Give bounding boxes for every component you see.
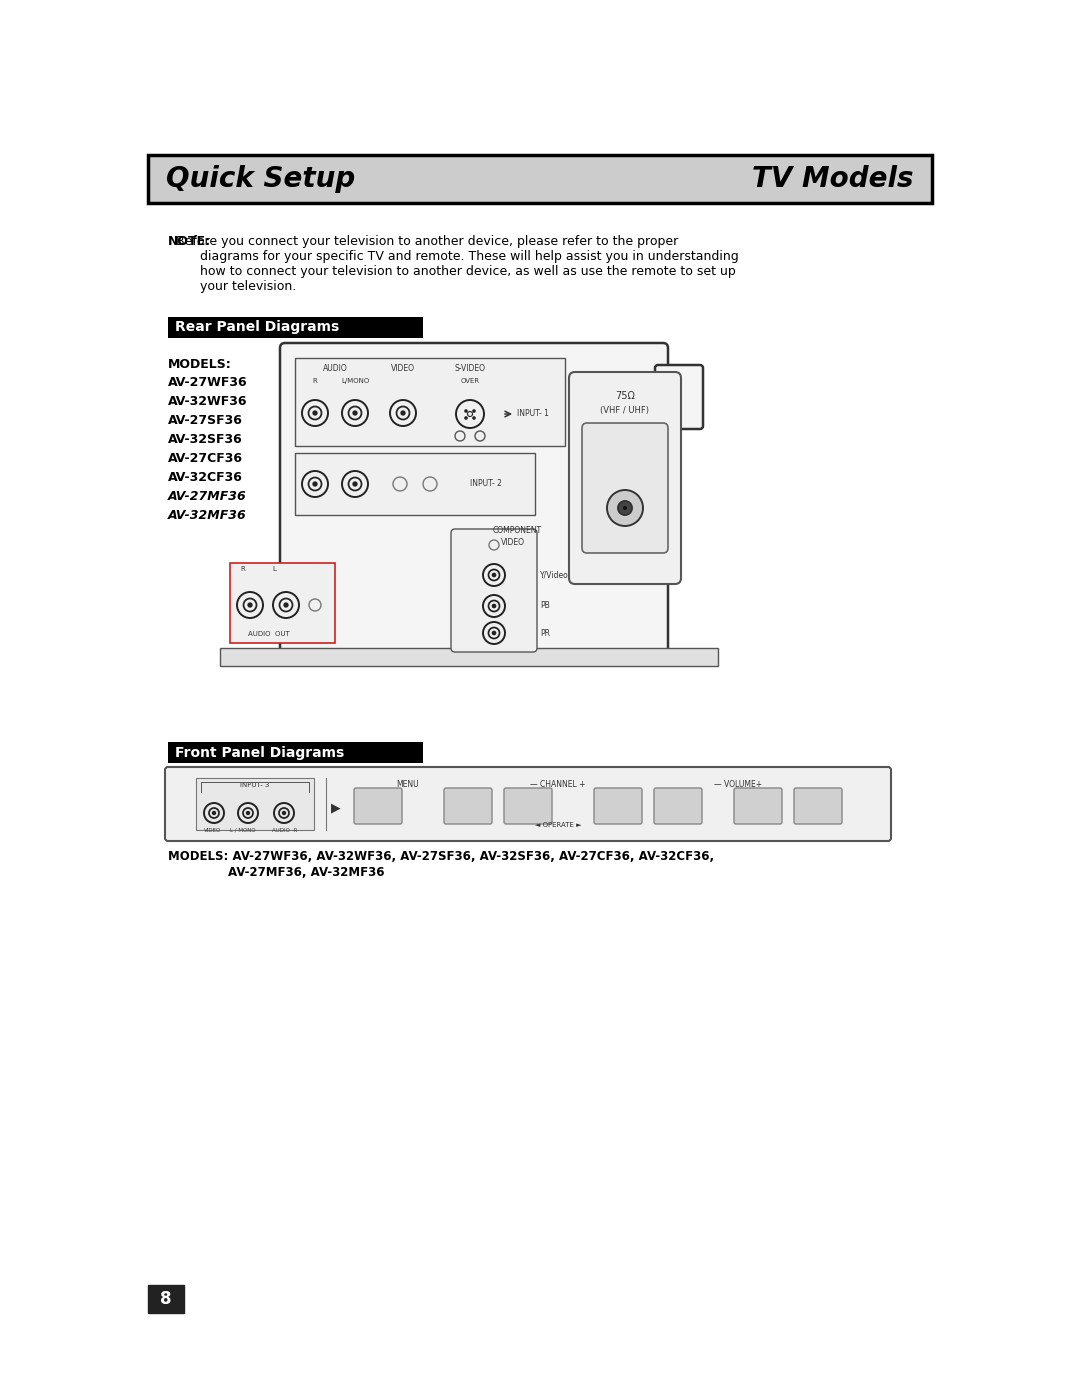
FancyBboxPatch shape: [280, 344, 669, 661]
FancyBboxPatch shape: [165, 767, 891, 841]
Text: VIDEO: VIDEO: [204, 828, 221, 833]
FancyBboxPatch shape: [148, 155, 932, 203]
Circle shape: [464, 409, 468, 412]
Text: MODELS: AV-27WF36, AV-32WF36, AV-27SF36, AV-32SF36, AV-27CF36, AV-32CF36,: MODELS: AV-27WF36, AV-32WF36, AV-27SF36,…: [168, 849, 714, 863]
Text: Rear Panel Diagrams: Rear Panel Diagrams: [175, 320, 339, 334]
Circle shape: [313, 411, 316, 415]
FancyBboxPatch shape: [230, 563, 335, 643]
FancyBboxPatch shape: [451, 529, 537, 652]
FancyBboxPatch shape: [195, 778, 314, 830]
Bar: [220, 648, 718, 666]
Circle shape: [248, 604, 252, 606]
Text: (VHF / UHF): (VHF / UHF): [600, 405, 649, 415]
Text: NOTE:: NOTE:: [168, 235, 211, 249]
Text: S-VIDEO: S-VIDEO: [455, 365, 486, 373]
FancyBboxPatch shape: [582, 423, 669, 553]
Text: ◄ OPERATE ►: ◄ OPERATE ►: [535, 821, 581, 828]
Text: INPUT- 2: INPUT- 2: [470, 479, 502, 489]
Text: AV-27CF36: AV-27CF36: [168, 453, 243, 465]
FancyBboxPatch shape: [444, 788, 492, 824]
Text: AV-27WF36: AV-27WF36: [168, 376, 247, 388]
Text: COMPONENT: COMPONENT: [492, 527, 542, 535]
Circle shape: [618, 502, 632, 515]
Text: AV-27SF36: AV-27SF36: [168, 414, 243, 427]
Text: AV-32CF36: AV-32CF36: [168, 471, 243, 483]
Text: TV Models: TV Models: [753, 165, 914, 193]
Bar: [168, 317, 423, 338]
Circle shape: [492, 631, 496, 634]
Circle shape: [353, 482, 357, 486]
Text: — VOLUME+: — VOLUME+: [714, 780, 762, 789]
Text: L / MONO: L / MONO: [230, 828, 256, 833]
Text: PR: PR: [540, 629, 550, 637]
Text: VIDEO: VIDEO: [391, 365, 415, 373]
FancyBboxPatch shape: [794, 788, 842, 824]
Circle shape: [492, 573, 496, 577]
Text: AV-32SF36: AV-32SF36: [168, 433, 243, 446]
FancyBboxPatch shape: [354, 788, 402, 824]
Text: ▶: ▶: [332, 802, 341, 814]
Circle shape: [353, 411, 357, 415]
FancyBboxPatch shape: [594, 788, 642, 824]
FancyBboxPatch shape: [654, 788, 702, 824]
Text: L/MONO: L/MONO: [341, 379, 369, 384]
FancyBboxPatch shape: [654, 365, 703, 429]
Text: AUDIO  OUT: AUDIO OUT: [248, 631, 289, 637]
Text: AUDIO: AUDIO: [323, 365, 348, 373]
Text: AV-32WF36: AV-32WF36: [168, 395, 247, 408]
FancyBboxPatch shape: [504, 788, 552, 824]
Circle shape: [401, 411, 405, 415]
Circle shape: [607, 490, 643, 527]
Bar: [148, 1285, 184, 1313]
Text: 75Ω: 75Ω: [616, 391, 635, 401]
Text: MODELS:: MODELS:: [168, 358, 232, 372]
Text: MENU: MENU: [396, 780, 419, 789]
Circle shape: [623, 506, 627, 510]
Text: VIDEO: VIDEO: [501, 538, 525, 548]
FancyBboxPatch shape: [569, 372, 681, 584]
Circle shape: [472, 416, 476, 420]
Circle shape: [464, 416, 468, 420]
FancyBboxPatch shape: [295, 453, 535, 515]
Text: AV-32MF36: AV-32MF36: [168, 509, 246, 522]
Text: R: R: [240, 566, 245, 571]
Text: PB: PB: [540, 602, 550, 610]
Text: AV-27MF36, AV-32MF36: AV-27MF36, AV-32MF36: [228, 866, 384, 879]
FancyBboxPatch shape: [734, 788, 782, 824]
Bar: [168, 742, 423, 763]
Text: — CHANNEL +: — CHANNEL +: [530, 780, 585, 789]
Circle shape: [284, 604, 288, 606]
Text: AUDIO -R: AUDIO -R: [272, 828, 297, 833]
Text: 8: 8: [160, 1289, 172, 1308]
Text: OVER: OVER: [460, 379, 480, 384]
Circle shape: [492, 605, 496, 608]
Text: diagrams for your specific TV and remote. These will help assist you in understa: diagrams for your specific TV and remote…: [168, 250, 739, 263]
Text: INPUT- 1: INPUT- 1: [517, 409, 549, 419]
Text: Y/Video: Y/Video: [540, 570, 569, 580]
Text: INPUT- 3: INPUT- 3: [241, 782, 270, 788]
Text: how to connect your television to another device, as well as use the remote to s: how to connect your television to anothe…: [168, 265, 735, 278]
Text: your television.: your television.: [168, 279, 296, 293]
Text: AV-27MF36: AV-27MF36: [168, 490, 246, 503]
Circle shape: [246, 812, 249, 814]
FancyBboxPatch shape: [295, 358, 565, 446]
Text: Quick Setup: Quick Setup: [166, 165, 355, 193]
Text: L: L: [272, 566, 275, 571]
Circle shape: [283, 812, 285, 814]
Text: Front Panel Diagrams: Front Panel Diagrams: [175, 746, 345, 760]
Circle shape: [213, 812, 216, 814]
Circle shape: [313, 482, 316, 486]
Text: Before you connect your television to another device, please refer to the proper: Before you connect your television to an…: [168, 235, 678, 249]
Circle shape: [472, 409, 476, 412]
Text: R: R: [312, 379, 318, 384]
